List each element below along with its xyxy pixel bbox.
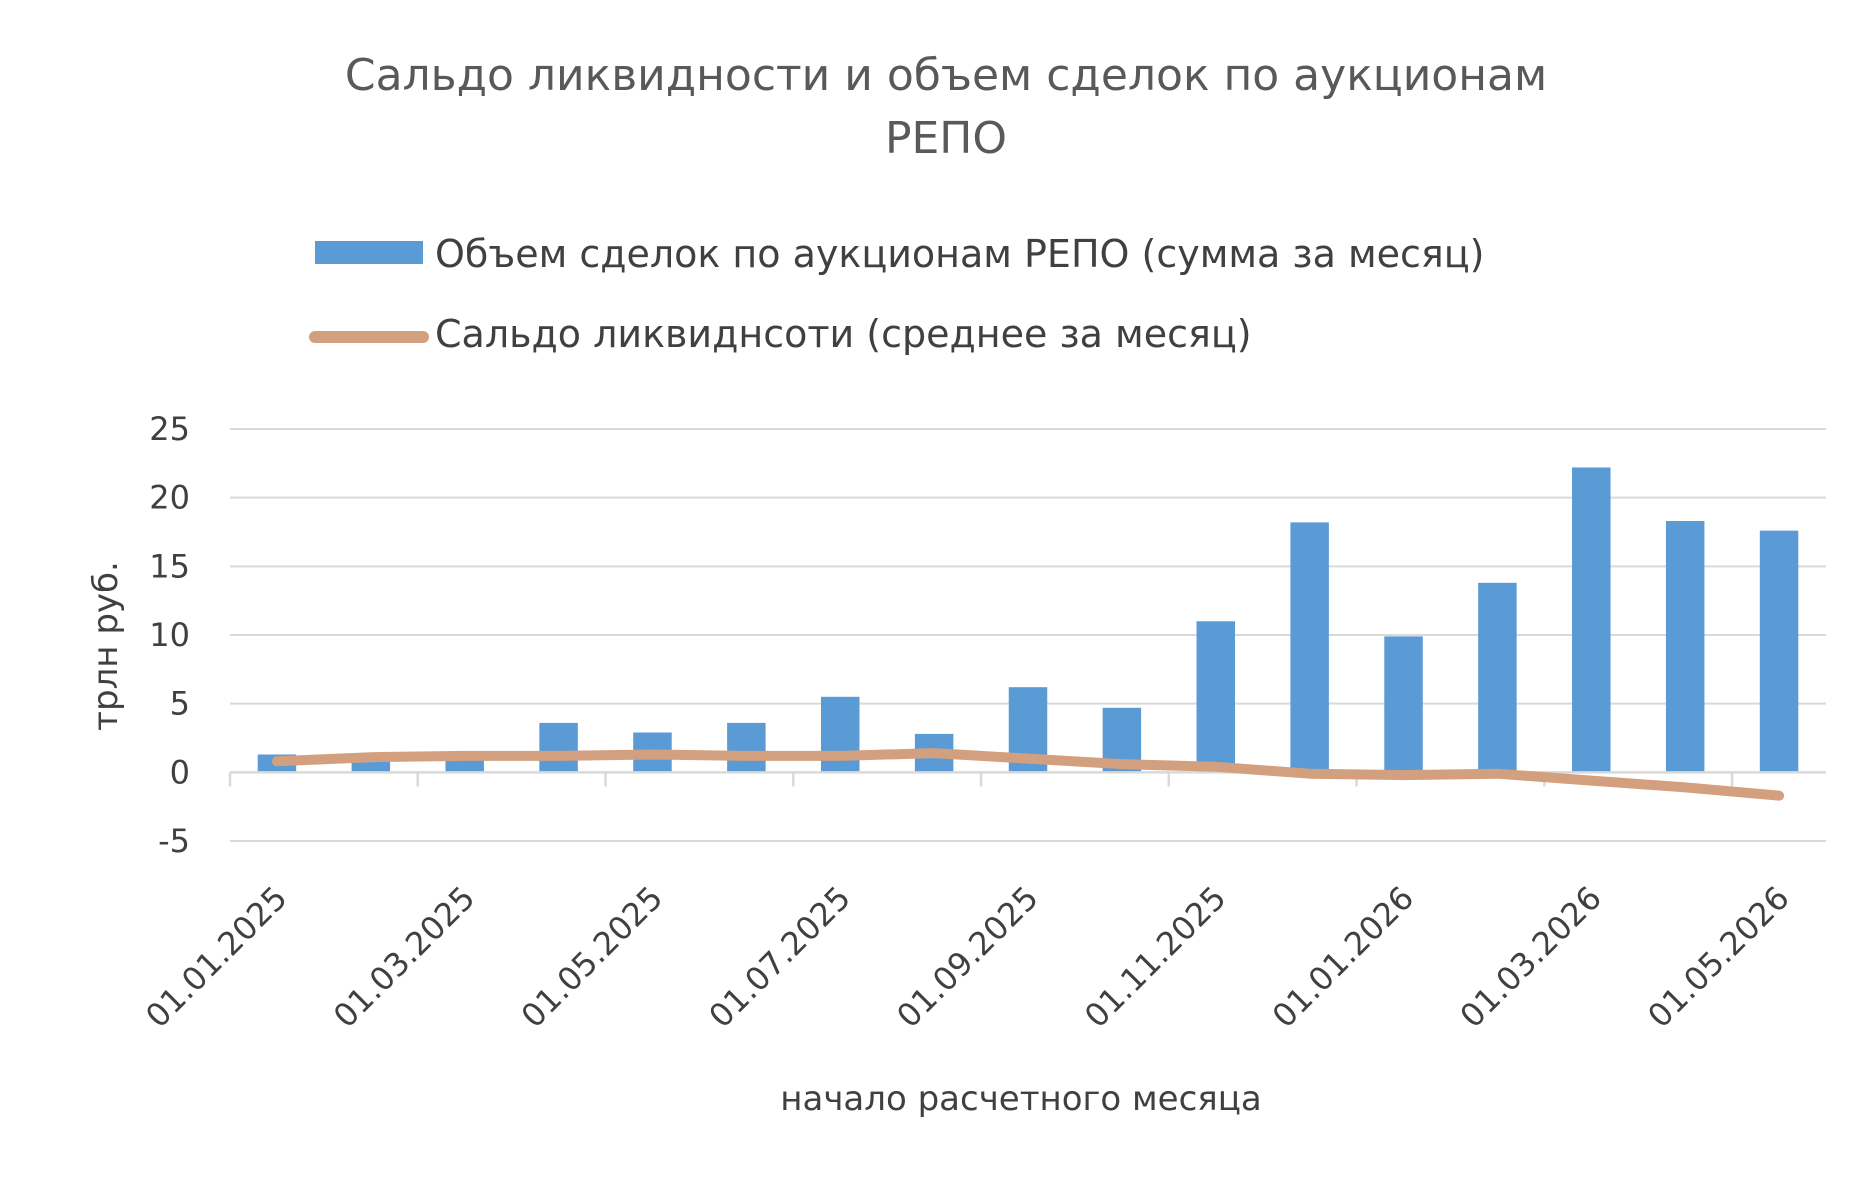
line-series-path — [271, 748, 1785, 801]
x-tick-label: 01.07.2025 — [701, 879, 857, 1035]
legend-swatch-bar — [315, 241, 423, 264]
bar — [539, 722, 578, 773]
legend: Объем сделок по аукционам РЕПО (сумма за… — [309, 232, 1484, 356]
line-series — [271, 748, 1785, 801]
bar — [1759, 530, 1799, 773]
x-axis-ticks: 01.01.2025 01.03.2025 01.05.2025 01.07.2025… — [138, 879, 1797, 1035]
chart-title-line-1: Сальдо ликвидности и объем сделок по аук… — [345, 50, 1547, 101]
y-tick-label: 20 — [149, 479, 190, 517]
bar — [1478, 582, 1517, 773]
x-tick-label: 01.05.2025 — [514, 879, 670, 1035]
legend-label-bar: Объем сделок по аукционам РЕПО (сумма за… — [435, 232, 1484, 276]
y-axis-ticks: 25 20 15 10 5 0 -5 — [149, 410, 190, 860]
y-axis-title: трлн руб. — [86, 561, 126, 731]
legend-label-line: Сальдо ликвиднсоти (среднее за месяц) — [435, 312, 1252, 356]
x-tick-label: 01.09.2025 — [889, 879, 1045, 1035]
y-tick-label: 25 — [149, 410, 190, 448]
y-tick-label: 15 — [149, 547, 190, 585]
bar — [1572, 467, 1611, 773]
y-tick-label: 5 — [170, 685, 190, 723]
bar — [1665, 521, 1705, 773]
x-tick-label: 01.01.2025 — [138, 879, 294, 1035]
bar — [727, 722, 766, 773]
bar — [1290, 522, 1329, 773]
y-tick-label: 0 — [170, 753, 190, 791]
x-tick-label: 01.05.2026 — [1640, 879, 1796, 1035]
x-tick-label: 01.03.2026 — [1453, 879, 1609, 1035]
x-tick-label: 01.03.2025 — [326, 879, 482, 1035]
bar — [1196, 621, 1236, 773]
x-axis-title: начало расчетного месяца — [780, 1079, 1261, 1119]
bar — [820, 696, 860, 773]
bars — [257, 467, 1799, 773]
chart-title-line-2: РЕПО — [885, 113, 1007, 164]
x-axis — [228, 771, 1826, 787]
y-tick-label: -5 — [158, 822, 190, 860]
x-tick-label: 01.01.2026 — [1265, 879, 1421, 1035]
bar — [1384, 636, 1423, 773]
x-tick-label: 01.11.2025 — [1077, 879, 1233, 1035]
y-tick-label: 10 — [149, 616, 190, 654]
